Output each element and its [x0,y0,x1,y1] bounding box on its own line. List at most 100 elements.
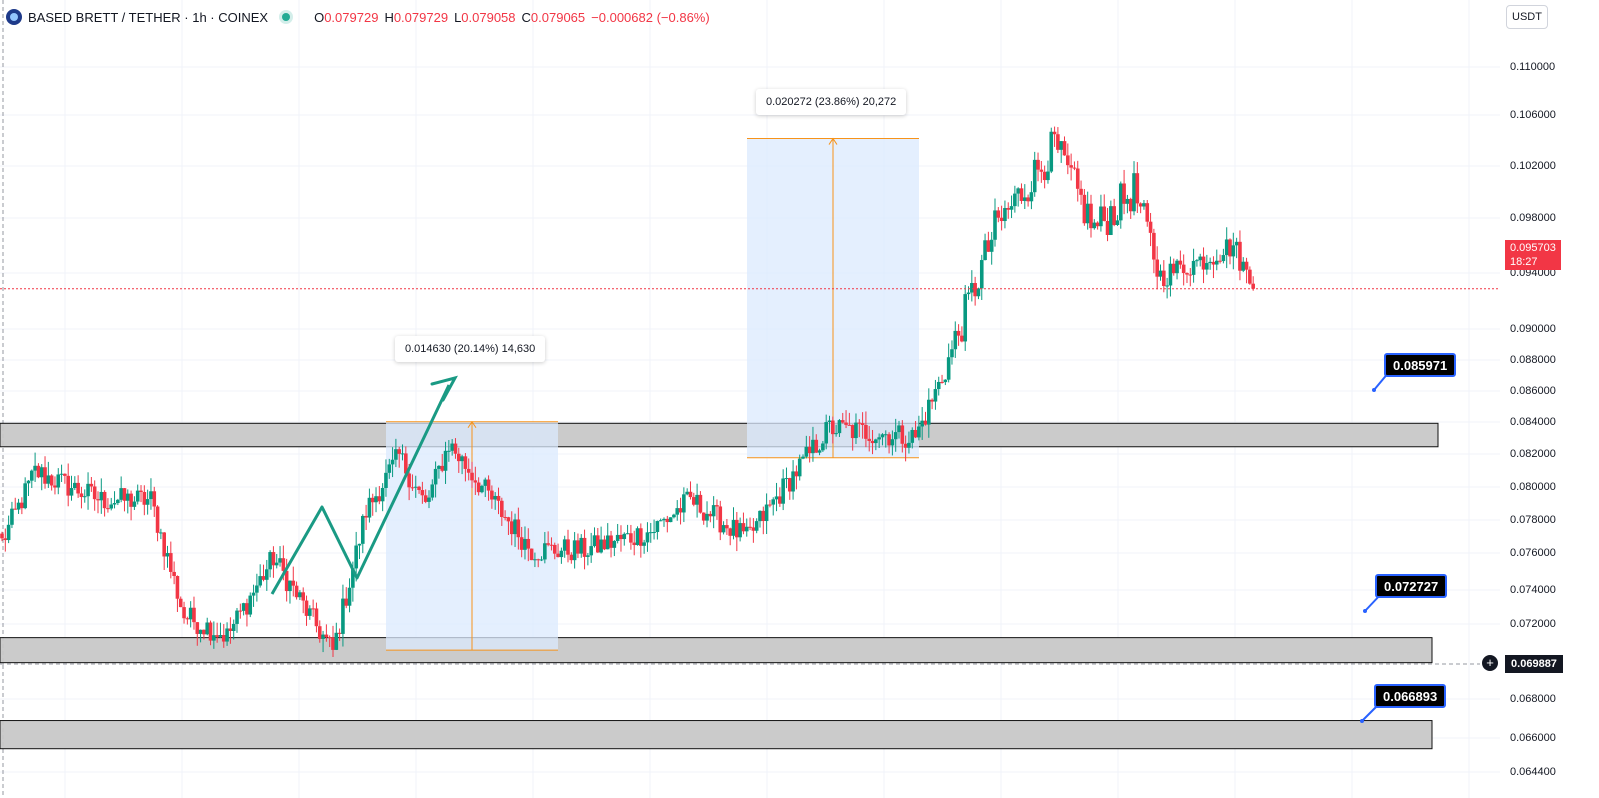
candle-body [622,533,627,540]
candle-body [562,539,567,551]
candle-body [99,491,104,501]
candle-body [301,592,306,601]
candle-body [599,539,603,553]
candle-body [1234,241,1239,246]
last-price-value: 0.095703 [1510,242,1556,254]
candle-body [165,553,170,557]
candle-body [1224,239,1229,256]
candle-body [784,478,789,480]
measure-label[interactable]: 0.014630 (20.14%) 14,630 [395,336,546,362]
candle-body [102,491,107,509]
candle-body [543,543,547,560]
candle-body [327,637,332,639]
candle-body [370,497,375,503]
candle-body [360,515,365,544]
candle-body [294,585,299,598]
candle-body [1036,159,1040,170]
candle-body [708,513,713,517]
candle-body [1244,261,1249,270]
candle-body [596,535,600,553]
candle-body [122,488,127,501]
candle-body [960,335,964,342]
candle-body [417,486,421,491]
candle-body [119,488,123,500]
candle-body [76,482,80,494]
candle-body [963,294,968,342]
candle-body [1079,188,1083,195]
market-status-icon[interactable] [282,13,291,21]
candle-body [1171,263,1176,274]
candle-body [420,490,425,496]
candle-body [1099,206,1103,227]
candle-body [202,629,206,635]
candle-body [463,456,468,469]
candle-body [890,439,895,446]
candle-body [850,425,855,439]
candle-body [304,600,309,616]
candle-body [169,553,173,572]
candle-body [172,571,176,577]
symbol-header: BASED BRETT / TETHER · 1h · COINEX O 0.07… [6,7,710,27]
candle-body [212,635,216,641]
candle-body [691,497,696,505]
candle-body [748,526,752,528]
candle-body [867,438,872,441]
candle-body [715,505,719,507]
candle-body [986,240,991,252]
candle-body [324,634,329,638]
candle-body [63,473,67,476]
candle-body [59,473,64,475]
candle-body [1178,260,1183,265]
candle-body [56,474,61,488]
candle-body [66,475,70,496]
candle-body [255,585,259,593]
candle-body [149,491,153,500]
ohlc-high-key: H [384,9,394,25]
candle-body [36,465,41,478]
candle-body [96,499,100,501]
level-callout[interactable]: 0.072727 [1375,574,1448,598]
candle-body [125,493,130,501]
candle-body [1029,192,1034,202]
add-alert-plus-icon[interactable]: + [1482,655,1498,671]
candle-body [738,523,742,538]
candle-body [668,517,673,523]
candle-body [1016,188,1020,194]
candle-body [89,483,94,487]
candle-body [658,520,663,522]
candle-body [407,473,411,488]
level-callout[interactable]: 0.085971 [1384,353,1457,377]
candle-body [917,426,921,438]
candle-body [579,537,584,554]
candle-body [509,521,514,535]
candle-body [559,550,564,558]
candle-body [1003,208,1007,222]
candle-body [208,622,213,641]
symbol-title[interactable]: BASED BRETT / TETHER · 1h · COINEX [28,9,269,25]
candle-body [82,496,87,498]
candle-body [447,450,451,452]
candle-body [248,595,253,615]
level-callout[interactable]: 0.066893 [1374,684,1447,708]
candle-body [648,532,653,534]
measure-label[interactable]: 0.020272 (23.86%) 20,272 [756,89,907,115]
candle-body [261,576,266,580]
candle-body [711,505,716,517]
price-zone [0,637,1433,664]
candle-body [979,260,984,289]
candle-body [331,637,335,650]
candle-body [33,465,37,471]
candle-body [910,429,915,443]
candle-body [218,634,223,637]
candle-body [1214,260,1219,265]
candle-body [466,468,471,473]
candle-body [768,504,772,506]
price-tick: 0.066000 [1510,732,1556,744]
currency-button[interactable]: USDT [1506,5,1548,29]
candle-body [744,526,749,532]
candle-body [1142,203,1146,207]
candle-body [1188,274,1193,276]
candle-body [380,487,385,502]
candle-body [572,540,577,561]
